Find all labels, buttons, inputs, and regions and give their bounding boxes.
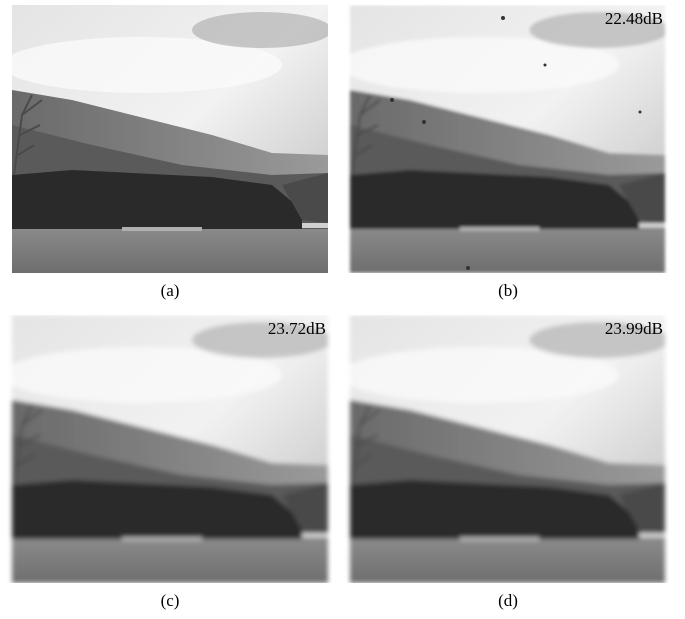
image — [340, 5, 669, 273]
panel-c: 23.72dB (c) — [2, 315, 332, 610]
psnr-label: 23.72dB — [268, 319, 326, 338]
caption: (a) — [161, 281, 180, 300]
panel-b: 22.48dB (b) — [340, 5, 669, 300]
figure: (a) 22.48dB (b) 23.72dB (c) 23.99dB (d) — [0, 0, 685, 614]
panel-a: (a) — [2, 5, 332, 300]
caption: (d) — [498, 591, 518, 610]
psnr-label: 22.48dB — [605, 9, 663, 28]
caption: (b) — [498, 281, 518, 300]
image — [340, 315, 669, 583]
psnr-label: 23.99dB — [605, 319, 663, 338]
panel-d: 23.99dB (d) — [340, 315, 669, 610]
image — [2, 5, 332, 273]
caption: (c) — [161, 591, 180, 610]
image — [2, 315, 332, 583]
